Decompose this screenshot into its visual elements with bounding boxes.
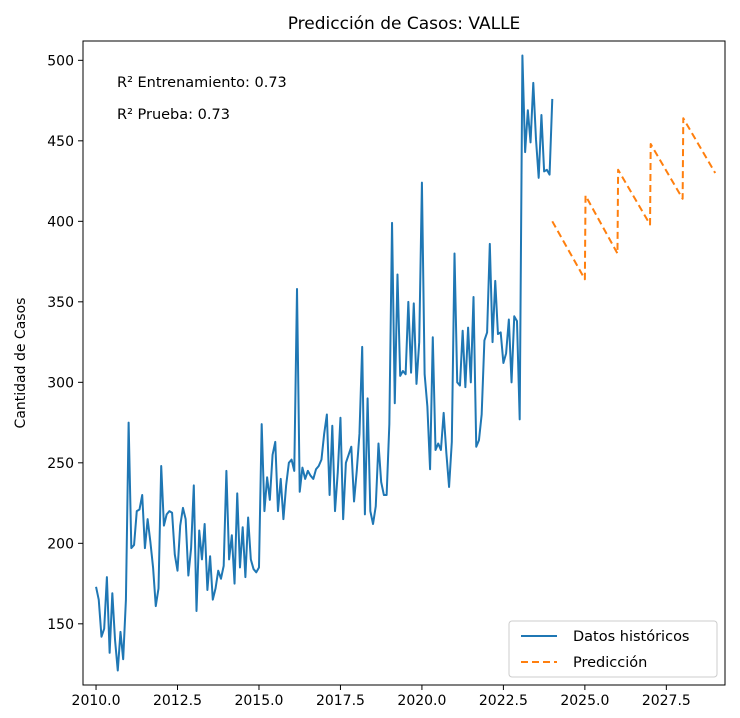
- chart-title: Predicción de Casos: VALLE: [288, 14, 521, 34]
- x-tick-label: 2012.5: [153, 693, 202, 709]
- y-tick-label: 200: [47, 536, 74, 552]
- x-tick-label: 2025.0: [560, 693, 609, 709]
- r2-train-annotation: R² Entrenamiento: 0.73: [117, 75, 287, 91]
- x-tick-label: 2010.0: [72, 693, 121, 709]
- y-tick-label: 350: [47, 295, 74, 311]
- series-line-prediction: [551, 117, 717, 281]
- axes-frame: [82, 40, 726, 686]
- y-tick-label: 300: [47, 375, 74, 391]
- x-tick-label: 2027.5: [642, 693, 691, 709]
- x-tick-label: 2015.0: [234, 693, 283, 709]
- y-tick-label: 450: [47, 134, 74, 150]
- r2-test-annotation: R² Prueba: 0.73: [117, 107, 230, 123]
- legend-label-historical: Datos históricos: [573, 629, 690, 645]
- x-axis: 2010.0 2012.5 2015.0 2017.5 2020.0 2022.5 2025…: [72, 685, 691, 709]
- legend-box: [508, 620, 718, 678]
- legend-label-prediction: Predicción: [573, 655, 647, 671]
- y-tick-label: 400: [47, 214, 74, 230]
- y-tick-label: 250: [47, 456, 74, 472]
- x-tick-label: 2017.5: [316, 693, 365, 709]
- y-axis: 150 200 250 300 350 400 450 500: [47, 53, 83, 633]
- legend: Datos históricos Predicción: [508, 620, 718, 678]
- x-tick-label: 2022.5: [479, 693, 528, 709]
- y-axis-label: Cantidad de Casos: [13, 298, 29, 429]
- y-tick-label: 150: [47, 617, 74, 633]
- x-tick-label: 2020.0: [397, 693, 446, 709]
- y-tick-label: 500: [47, 53, 74, 69]
- series-line-historical: [95, 54, 554, 672]
- plot-area: [95, 54, 717, 672]
